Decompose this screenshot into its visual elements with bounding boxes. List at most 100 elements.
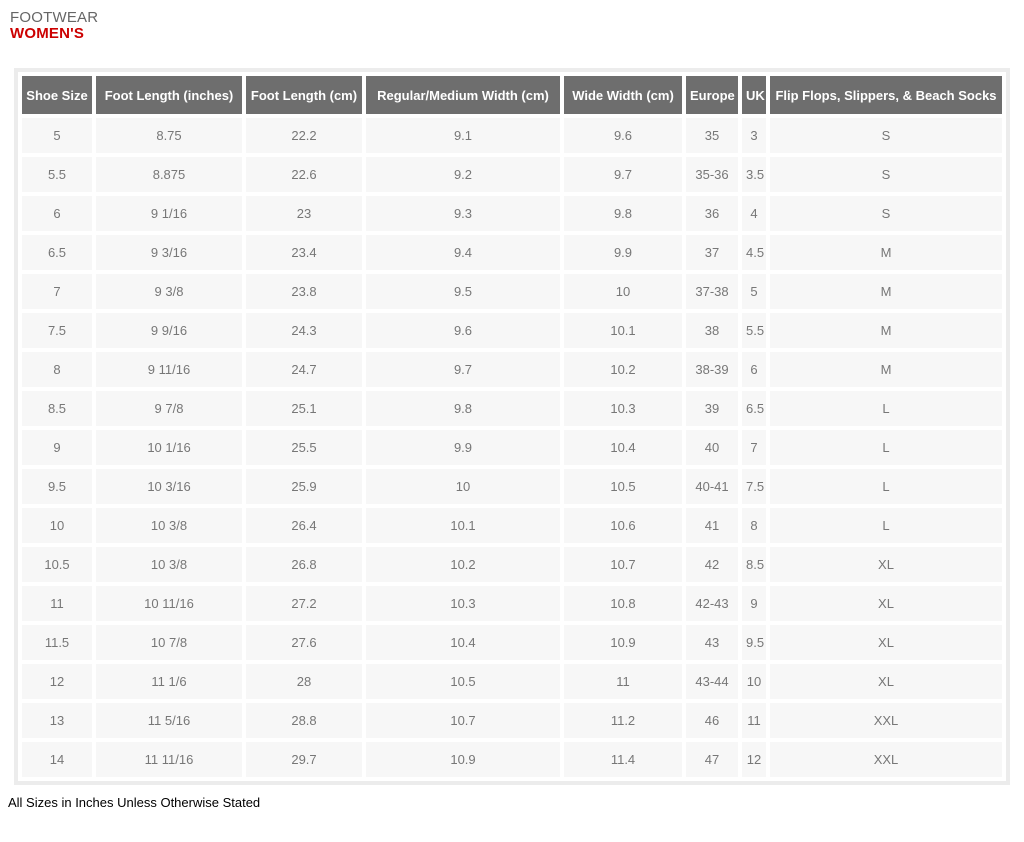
table-cell: 10.9 (366, 742, 560, 777)
table-cell: 8 (742, 508, 766, 543)
table-cell: 29.7 (246, 742, 362, 777)
table-cell: 24.7 (246, 352, 362, 387)
category-label: FOOTWEAR (10, 9, 99, 26)
table-cell: 9 3/16 (96, 235, 242, 270)
table-cell: XXL (770, 742, 1002, 777)
table-cell: 10 3/16 (96, 469, 242, 504)
table-cell: 9.9 (366, 430, 560, 465)
table-cell: 43 (686, 625, 738, 660)
table-cell: 38 (686, 313, 738, 348)
table-cell: 10.1 (564, 313, 682, 348)
table-cell: 7.5 (22, 313, 92, 348)
table-cell: M (770, 313, 1002, 348)
table-cell: 9 1/16 (96, 196, 242, 231)
table-row: 9 10 1/16 25.5 9.9 10.4 40 7 L (22, 430, 1002, 465)
table-cell: 25.9 (246, 469, 362, 504)
table-cell: 28.8 (246, 703, 362, 738)
table-cell: XL (770, 664, 1002, 699)
table-cell: 5 (22, 118, 92, 153)
table-cell: 37-38 (686, 274, 738, 309)
table-cell: 9.1 (366, 118, 560, 153)
table-row: 13 11 5/16 28.8 10.7 11.2 46 11 XXL (22, 703, 1002, 738)
table-cell: 27.2 (246, 586, 362, 621)
table-cell: 4 (742, 196, 766, 231)
table-cell: 8.75 (96, 118, 242, 153)
table-cell: 10 (742, 664, 766, 699)
table-cell: 46 (686, 703, 738, 738)
size-chart-frame: Shoe Size Foot Length (inches) Foot Length… (14, 68, 1010, 785)
table-cell: 11 (564, 664, 682, 699)
table-cell: 40-41 (686, 469, 738, 504)
table-cell: 11 (22, 586, 92, 621)
table-cell: L (770, 430, 1002, 465)
table-cell: 42-43 (686, 586, 738, 621)
table-cell: 13 (22, 703, 92, 738)
table-cell: 11 (742, 703, 766, 738)
table-cell: 9.7 (366, 352, 560, 387)
table-cell: 12 (22, 664, 92, 699)
table-cell: 6 (742, 352, 766, 387)
table-cell: 3 (742, 118, 766, 153)
table-cell: 10.7 (366, 703, 560, 738)
table-cell: 5 (742, 274, 766, 309)
table-cell: 10 (564, 274, 682, 309)
table-cell: 27.6 (246, 625, 362, 660)
table-cell: 7 (742, 430, 766, 465)
table-cell: 6.5 (742, 391, 766, 426)
table-cell: 9.3 (366, 196, 560, 231)
table-cell: 10 1/16 (96, 430, 242, 465)
table-cell: 8.5 (22, 391, 92, 426)
table-cell: 43-44 (686, 664, 738, 699)
table-cell: 10.3 (564, 391, 682, 426)
page-heading: FOOTWEAR WOMEN'S (0, 0, 1024, 42)
table-cell: 35-36 (686, 157, 738, 192)
table-cell: 3.5 (742, 157, 766, 192)
table-cell: 10 (366, 469, 560, 504)
table-cell: 11.5 (22, 625, 92, 660)
column-header: Foot Length (cm) (246, 76, 362, 114)
table-cell: 42 (686, 547, 738, 582)
table-cell: 25.1 (246, 391, 362, 426)
table-cell: L (770, 469, 1002, 504)
table-cell: 9 3/8 (96, 274, 242, 309)
table-cell: 9.4 (366, 235, 560, 270)
table-cell: 11 5/16 (96, 703, 242, 738)
table-cell: 35 (686, 118, 738, 153)
table-cell: 23 (246, 196, 362, 231)
table-cell: 28 (246, 664, 362, 699)
table-cell: 26.4 (246, 508, 362, 543)
table-cell: 8 (22, 352, 92, 387)
table-cell: 9 (742, 586, 766, 621)
table-row: 10 10 3/8 26.4 10.1 10.6 41 8 L (22, 508, 1002, 543)
column-header: Regular/Medium Width (cm) (366, 76, 560, 114)
table-cell: 10 11/16 (96, 586, 242, 621)
table-cell: M (770, 235, 1002, 270)
table-body: 5 8.75 22.2 9.1 9.6 35 3 S 5.5 8.875 22.6 9.2 9.7 35-… (22, 118, 1002, 777)
table-cell: 10 7/8 (96, 625, 242, 660)
footnote: All Sizes in Inches Unless Otherwise Sta… (8, 795, 261, 810)
table-row: 10.5 10 3/8 26.8 10.2 10.7 42 8.5 XL (22, 547, 1002, 582)
table-cell: 14 (22, 742, 92, 777)
table-cell: 4.5 (742, 235, 766, 270)
table-row: 12 11 1/6 28 10.5 11 43-44 10 XL (22, 664, 1002, 699)
size-chart-table: Shoe Size Foot Length (inches) Foot Length… (18, 72, 1006, 781)
table-cell: 40 (686, 430, 738, 465)
table-cell: L (770, 391, 1002, 426)
table-cell: 9.5 (22, 469, 92, 504)
table-cell: 10.9 (564, 625, 682, 660)
table-cell: S (770, 118, 1002, 153)
table-cell: 10 3/8 (96, 508, 242, 543)
table-cell: XL (770, 625, 1002, 660)
table-cell: 37 (686, 235, 738, 270)
page-title: WOMEN'S (10, 25, 85, 42)
table-cell: 9.8 (366, 391, 560, 426)
table-cell: 10 (22, 508, 92, 543)
table-cell: 26.8 (246, 547, 362, 582)
table-cell: 22.2 (246, 118, 362, 153)
table-cell: S (770, 157, 1002, 192)
table-cell: 6.5 (22, 235, 92, 270)
table-cell: 6 (22, 196, 92, 231)
table-cell: 23.8 (246, 274, 362, 309)
